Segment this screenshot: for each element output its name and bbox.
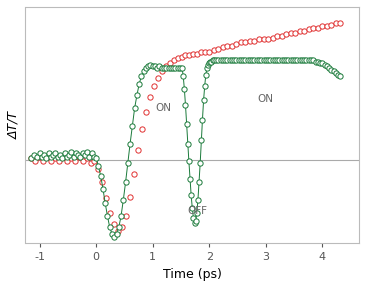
Text: ON: ON [257, 94, 273, 104]
X-axis label: Time (ps): Time (ps) [163, 268, 222, 281]
Text: ON: ON [156, 103, 172, 113]
Text: OFF: OFF [188, 206, 208, 216]
Y-axis label: ΔT/T: ΔT/T [7, 111, 20, 139]
